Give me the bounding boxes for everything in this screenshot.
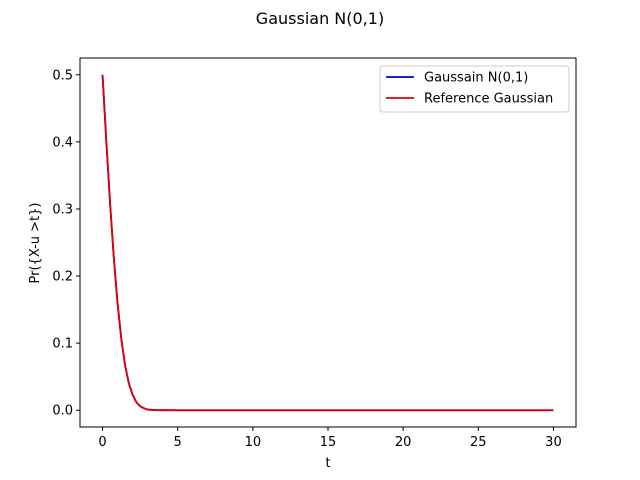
x-tick-label: 25 (470, 435, 487, 450)
x-axis-ticks: 0 5 10 15 20 25 30 (98, 427, 562, 450)
y-tick-label: 0.0 (52, 404, 73, 419)
x-tick-label: 20 (395, 435, 412, 450)
x-tick-label: 30 (545, 435, 562, 450)
y-tick-label: 0.1 (52, 337, 73, 352)
series-line-1 (101, 74, 554, 412)
y-tick-label: 0.3 (52, 202, 73, 217)
x-tick-label: 15 (320, 435, 337, 450)
y-tick-label: 0.2 (52, 270, 73, 285)
y-tick-label: 0.5 (52, 68, 73, 83)
legend: Gaussain N(0,1) Reference Gaussian (379, 65, 570, 113)
x-tick-label: 10 (245, 435, 262, 450)
plot-area (101, 74, 554, 412)
axes-frame (79, 57, 577, 428)
y-axis-label: Pr({X-u >t}) (28, 203, 43, 284)
series-line-0 (101, 74, 554, 412)
y-tick-label: 0.4 (52, 135, 73, 150)
x-tick-label: 5 (174, 435, 182, 450)
legend-label-1: Reference Gaussian (424, 92, 553, 107)
legend-box (379, 65, 570, 113)
chart-title: Gaussian N(0,1) (256, 9, 384, 28)
x-axis-label: t (325, 456, 330, 471)
y-axis-ticks: 0.0 0.1 0.2 0.3 0.4 0.5 (52, 68, 80, 419)
legend-label-0: Gaussain N(0,1) (424, 71, 528, 86)
x-tick-label: 0 (98, 435, 106, 450)
